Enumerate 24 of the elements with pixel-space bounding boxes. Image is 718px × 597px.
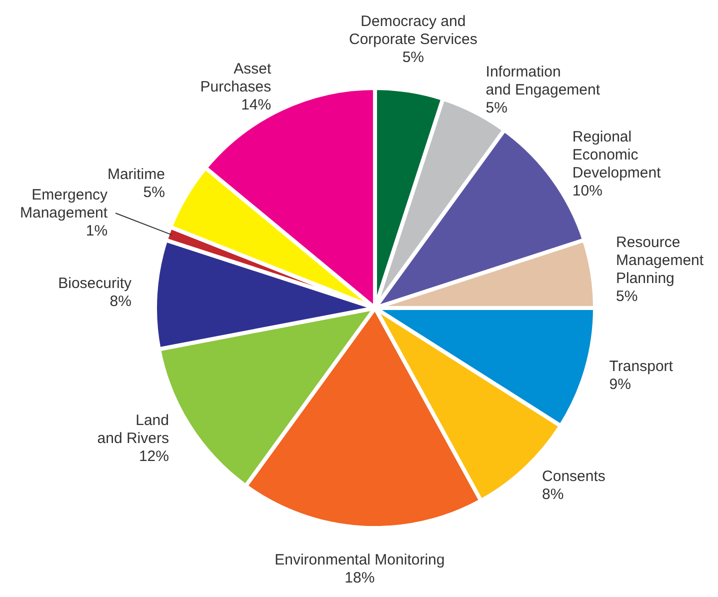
slice-label: Democracy and Corporate Services [348, 13, 478, 48]
data-label: 9% [609, 376, 631, 394]
data-label: 5% [143, 184, 165, 201]
slice-label: Transport [609, 358, 674, 376]
data-label: 1% [86, 222, 108, 240]
data-label: 12% [138, 448, 169, 465]
data-label: 5% [486, 100, 508, 117]
slice-label: Asset Purchases [200, 60, 272, 96]
slice-label: Regional Economic Development [572, 128, 662, 182]
data-label: 8% [542, 486, 564, 504]
data-label: 18% [344, 570, 375, 587]
data-label: 5% [402, 49, 424, 66]
slice-label: Biosecurity [58, 274, 132, 292]
slice-label: Consents [542, 468, 606, 486]
slice-label: Emergency Management [20, 186, 108, 222]
data-label: 14% [241, 96, 272, 114]
slice-label: Land and Rivers [97, 412, 169, 447]
data-label: 10% [572, 182, 602, 200]
slice-label: Information and Engagement [486, 64, 601, 99]
slice-label: Environmental Monitoring [274, 552, 445, 569]
data-label: 8% [110, 292, 132, 310]
slice-label: Resource Management Planning [616, 234, 704, 287]
data-label: 5% [616, 288, 638, 305]
slice-label: Maritime [107, 166, 165, 183]
